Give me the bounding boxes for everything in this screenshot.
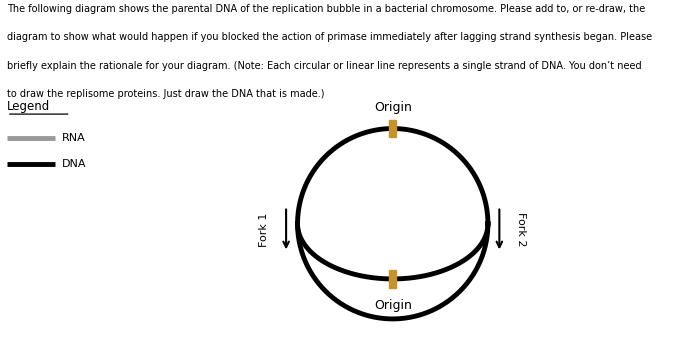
Text: diagram to show what would happen if you blocked the action of primase immediate: diagram to show what would happen if you… <box>7 32 652 42</box>
Text: Origin: Origin <box>374 101 411 114</box>
Text: The following diagram shows the parental DNA of the replication bubble in a bact: The following diagram shows the parental… <box>7 4 645 14</box>
Text: Legend: Legend <box>7 100 50 113</box>
Text: Fork 1: Fork 1 <box>259 212 269 247</box>
Bar <box>389 120 396 137</box>
Text: RNA: RNA <box>61 133 85 143</box>
Text: briefly explain the rationale for your diagram. (Note: Each circular or linear l: briefly explain the rationale for your d… <box>7 61 641 71</box>
Bar <box>389 270 396 287</box>
Text: Origin: Origin <box>374 299 411 312</box>
Text: Fork 2: Fork 2 <box>516 212 526 247</box>
Text: to draw the replisome proteins. Just draw the DNA that is made.): to draw the replisome proteins. Just dra… <box>7 89 325 99</box>
Text: DNA: DNA <box>61 159 86 169</box>
